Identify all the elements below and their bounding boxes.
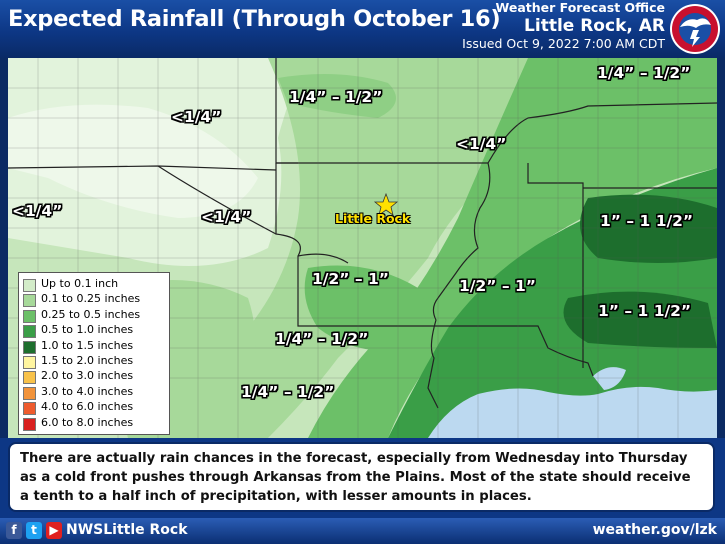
legend-label: 2.0 to 3.0 inches	[41, 369, 134, 383]
office-name: Little Rock, AR	[524, 15, 665, 36]
website-link[interactable]: weather.gov/lzk	[592, 522, 717, 538]
legend-label: 1.5 to 2.0 inches	[41, 354, 134, 367]
range-label: 1/2” – 1”	[312, 270, 389, 288]
office-line: Weather Forecast Office	[495, 0, 665, 15]
range-label: 1/4” – 1/2”	[275, 330, 369, 348]
little-rock-star-icon	[373, 192, 399, 216]
nws-logo-icon	[670, 4, 720, 54]
issued-timestamp: Issued Oct 9, 2022 7:00 AM CDT	[462, 35, 665, 51]
range-label: 1” – 1 1/2”	[598, 302, 692, 320]
range-label: <1/4”	[201, 208, 252, 226]
legend-label: 0.25 to 0.5 inches	[41, 307, 141, 321]
legend-label: 0.1 to 0.25 inches	[41, 292, 141, 306]
caption-text: There are actually rain chances in the f…	[20, 451, 691, 504]
header-bar: Expected Rainfall (Through October 16) W…	[0, 0, 725, 58]
legend-label: 3.0 to 4.0 inches	[41, 384, 134, 398]
facebook-icon[interactable]: f	[6, 522, 22, 539]
caption-box: There are actually rain chances in the f…	[8, 442, 715, 512]
page-title: Expected Rainfall (Through October 16)	[8, 6, 501, 32]
legend-swatch	[23, 279, 36, 292]
social-handle[interactable]: NWSLittle Rock	[66, 522, 188, 538]
twitter-icon[interactable]: t	[26, 522, 42, 539]
rainfall-map: Little Rock 1/4” – 1/2” 1/4” – 1/2” <1/4…	[8, 58, 717, 438]
office-block: Weather Forecast Office Little Rock, AR …	[462, 0, 665, 51]
legend-label: Up to 0.1 inch	[41, 277, 119, 290]
legend-swatch	[23, 340, 36, 354]
range-label: 1/4” – 1/2”	[289, 88, 383, 106]
youtube-icon[interactable]: ▶	[46, 522, 62, 539]
legend-swatch	[23, 417, 36, 431]
legend-swatch	[23, 402, 36, 416]
legend-label: 0.5 to 1.0 inches	[41, 323, 134, 337]
legend-label: 6.0 to 8.0 inches	[41, 415, 134, 429]
footer-bar: f t ▶ NWSLittle Rock weather.gov/lzk	[0, 518, 725, 544]
range-label: 1” – 1 1/2”	[600, 212, 694, 230]
legend-label: 1.0 to 1.5 inches	[41, 338, 134, 352]
legend-swatch	[23, 294, 36, 308]
range-label: 1/2” – 1”	[459, 277, 536, 295]
city-label-little-rock: Little Rock	[335, 211, 411, 226]
range-label: <1/4”	[456, 135, 507, 153]
range-label: <1/4”	[12, 202, 63, 220]
legend-swatch	[23, 386, 36, 400]
rainfall-legend: Up to 0.1 inch 0.1 to 0.25 inches 0.25 to …	[18, 272, 170, 435]
range-label: 1/4” – 1/2”	[241, 383, 335, 401]
range-label: 1/4” – 1/2”	[597, 64, 691, 82]
legend-swatch	[23, 309, 36, 323]
legend-swatch	[23, 356, 36, 369]
legend-label: 4.0 to 6.0 inches	[41, 400, 134, 414]
legend-swatch	[23, 325, 36, 339]
range-label: <1/4”	[171, 108, 222, 126]
legend-swatch	[23, 371, 36, 385]
